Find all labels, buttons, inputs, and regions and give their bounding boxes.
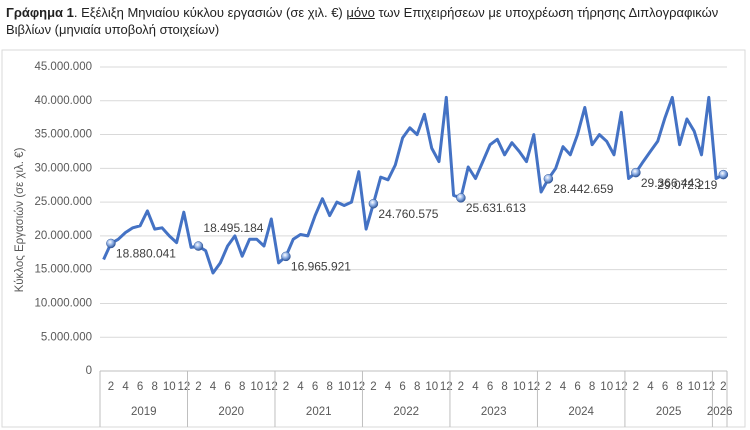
x-tick-label: 12 xyxy=(352,381,365,393)
x-tick-label: 10 xyxy=(688,381,701,393)
title-emphasis: μόνο xyxy=(346,5,375,20)
x-tick-label: 12 xyxy=(440,381,453,393)
x-tick-label: 2 xyxy=(108,381,114,393)
x-tick-label: 10 xyxy=(338,381,351,393)
x-tick-label: 6 xyxy=(224,381,230,393)
x-tick-label: 10 xyxy=(425,381,438,393)
x-tick-label: 8 xyxy=(239,381,245,393)
year-label: 2023 xyxy=(481,406,507,418)
y-axis-label: Κύκλος Εργασιών (σε χιλ. €) xyxy=(14,147,26,292)
data-point xyxy=(193,241,204,251)
x-tick-label: 8 xyxy=(414,381,420,393)
x-tick-label: 4 xyxy=(647,381,654,393)
x-tick-label: 4 xyxy=(472,381,479,393)
y-tick-label: 45.000.000 xyxy=(34,61,92,73)
x-tick-label: 8 xyxy=(676,381,682,393)
y-tick-label: 0 xyxy=(86,365,92,377)
data-point xyxy=(543,174,554,184)
data-point xyxy=(456,193,466,203)
x-tick-label: 2 xyxy=(720,381,726,393)
y-tick-label: 20.000.000 xyxy=(34,230,92,242)
y-tick-label: 30.000.000 xyxy=(34,162,92,174)
x-tick-label: 8 xyxy=(151,381,157,393)
x-tick-label: 4 xyxy=(122,381,129,393)
data-label: 29.366.443 xyxy=(641,176,701,190)
x-tick-label: 6 xyxy=(574,381,580,393)
data-point xyxy=(631,167,641,178)
y-tick-label: 40.000.000 xyxy=(34,95,92,107)
x-tick-label: 2 xyxy=(633,381,639,393)
y-tick-label: 35.000.000 xyxy=(34,129,92,141)
data-point xyxy=(281,251,291,262)
x-tick-label: 12 xyxy=(527,381,540,393)
y-tick-label: 10.000.000 xyxy=(34,297,92,309)
x-tick-label: 6 xyxy=(312,381,318,393)
x-tick-label: 10 xyxy=(513,381,526,393)
data-point xyxy=(106,238,116,249)
x-tick-label: 10 xyxy=(250,381,263,393)
chart-frame xyxy=(1,49,746,428)
year-label: 2022 xyxy=(393,406,419,418)
data-label: 16.965.921 xyxy=(291,260,351,274)
x-tick-label: 6 xyxy=(487,381,493,393)
data-label: 24.760.575 xyxy=(378,207,438,221)
x-tick-label: 2 xyxy=(458,381,464,393)
data-label: 18.495.184 xyxy=(203,221,263,235)
year-label: 2026 xyxy=(707,406,733,418)
y-tick-label: 25.000.000 xyxy=(34,196,92,208)
x-tick-label: 2 xyxy=(195,381,201,393)
x-tick-label: 10 xyxy=(163,381,176,393)
x-tick-label: 8 xyxy=(501,381,507,393)
x-tick-label: 10 xyxy=(600,381,613,393)
data-label: 29.072.219 xyxy=(657,178,717,192)
x-tick-label: 4 xyxy=(560,381,567,393)
data-label: 28.442.659 xyxy=(553,182,613,196)
year-label: 2020 xyxy=(218,406,244,418)
data-label: 25.631.613 xyxy=(466,201,526,215)
x-tick-label: 12 xyxy=(265,381,278,393)
x-tick-label: 2 xyxy=(283,381,289,393)
title-prefix: Γράφημα 1 xyxy=(6,5,74,20)
chart-title: Γράφημα 1. Εξέλιξη Μηνιαίου κύκλου εργασ… xyxy=(6,4,741,38)
x-tick-label: 4 xyxy=(385,381,392,393)
data-point xyxy=(718,169,729,180)
x-tick-label: 8 xyxy=(326,381,332,393)
year-label: 2025 xyxy=(656,406,682,418)
x-tick-label: 4 xyxy=(210,381,217,393)
year-label: 2019 xyxy=(131,406,157,418)
x-tick-label: 6 xyxy=(399,381,405,393)
x-tick-label: 12 xyxy=(615,381,628,393)
x-tick-label: 12 xyxy=(177,381,190,393)
series-line xyxy=(102,95,725,275)
title-text: των Επιχειρήσεων με υποχρέωση τήρησης Δι… xyxy=(6,5,719,37)
x-tick-label: 2 xyxy=(545,381,551,393)
y-tick-label: 15.000.000 xyxy=(34,264,92,276)
x-tick-label: 2 xyxy=(370,381,376,393)
data-point xyxy=(368,198,379,209)
year-label: 2024 xyxy=(568,406,594,418)
title-text: . Εξέλιξη Μηνιαίου κύκλου εργασιών (σε χ… xyxy=(73,5,347,20)
x-tick-label: 8 xyxy=(589,381,595,393)
x-tick-label: 4 xyxy=(297,381,304,393)
x-tick-label: 6 xyxy=(662,381,668,393)
data-label: 18.880.041 xyxy=(116,247,176,261)
x-tick-label: 6 xyxy=(137,381,143,393)
y-tick-label: 5.000.000 xyxy=(41,331,92,343)
year-label: 2021 xyxy=(306,406,332,418)
x-tick-label: 12 xyxy=(702,381,715,393)
